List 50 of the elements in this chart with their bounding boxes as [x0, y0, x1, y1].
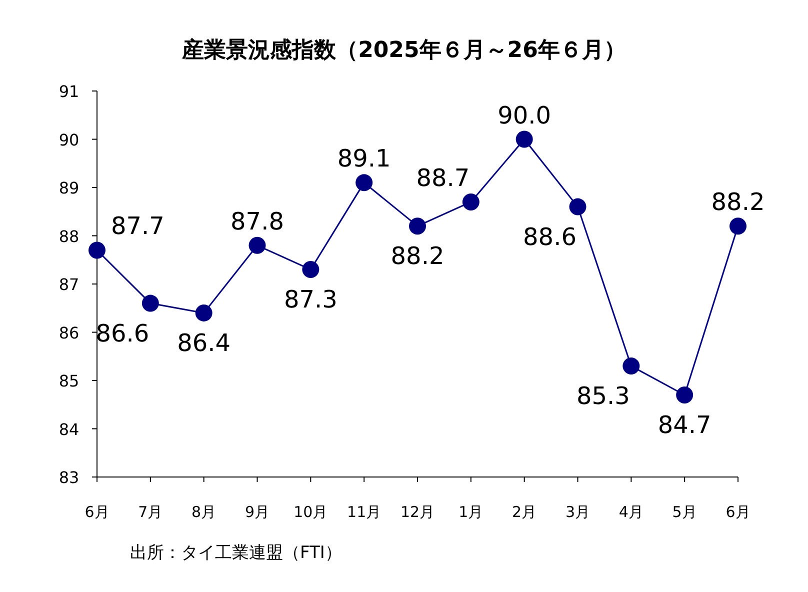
point [730, 218, 746, 235]
text: 出所：タイ工業連盟（FTI） [130, 543, 342, 563]
data-label: 87.7 [111, 212, 164, 240]
point [516, 130, 533, 148]
y-tick-label: 85 [58, 372, 80, 390]
x-tick-label: 6月 [726, 503, 750, 521]
data-label: 86.4 [177, 328, 231, 357]
point [142, 294, 159, 312]
point [569, 198, 586, 216]
x-tick-label: 1月 [458, 503, 484, 521]
x-tick-label: 7月 [138, 503, 163, 521]
data-label: 87.3 [284, 286, 338, 314]
data-label: 84.7 [658, 410, 712, 439]
x-tick-label: 4月 [618, 503, 644, 521]
point [356, 174, 373, 192]
point [248, 236, 266, 254]
data-label: 88.6 [523, 222, 576, 251]
point [622, 358, 640, 375]
point [409, 218, 426, 235]
point [88, 242, 106, 259]
x-tick-label: 3月 [565, 503, 590, 521]
point [462, 193, 480, 210]
y-tick-label: 87 [58, 275, 80, 294]
x-tick-label: 8月 [192, 503, 216, 521]
point [195, 304, 212, 322]
data-label: 86.6 [96, 319, 150, 348]
x-tick-label: 2月 [512, 503, 537, 521]
x-tick-label: 6月 [84, 503, 110, 521]
y-tick-label: 88 [58, 226, 80, 246]
x-tick-label: 12月 [400, 503, 435, 521]
y-tick-label: 91 [58, 82, 80, 101]
data-label: 88.2 [711, 188, 765, 216]
data-label: 90.0 [498, 101, 552, 130]
data-label: 88.2 [390, 242, 444, 270]
y-tick-label: 84 [58, 420, 80, 439]
y-tick-label: 90 [58, 130, 80, 150]
point [676, 386, 694, 404]
y-tick-label: 83 [58, 468, 80, 487]
x-tick-label: 10月 [294, 503, 328, 521]
data-label: 87.8 [230, 207, 284, 236]
data-label: 89.1 [337, 144, 391, 173]
y-tick-label: 86 [58, 323, 80, 342]
chart-title: 産業景況感指数（2025年６月～26年６月） [181, 37, 626, 63]
x-tick-label: 11月 [347, 503, 382, 521]
x-tick-label: 5月 [672, 503, 697, 521]
data-label: 85.3 [576, 382, 630, 410]
data-label: 88.7 [416, 164, 470, 192]
point [302, 261, 320, 278]
y-tick-label: 89 [58, 178, 80, 198]
x-tick-label: 9月 [244, 503, 270, 521]
